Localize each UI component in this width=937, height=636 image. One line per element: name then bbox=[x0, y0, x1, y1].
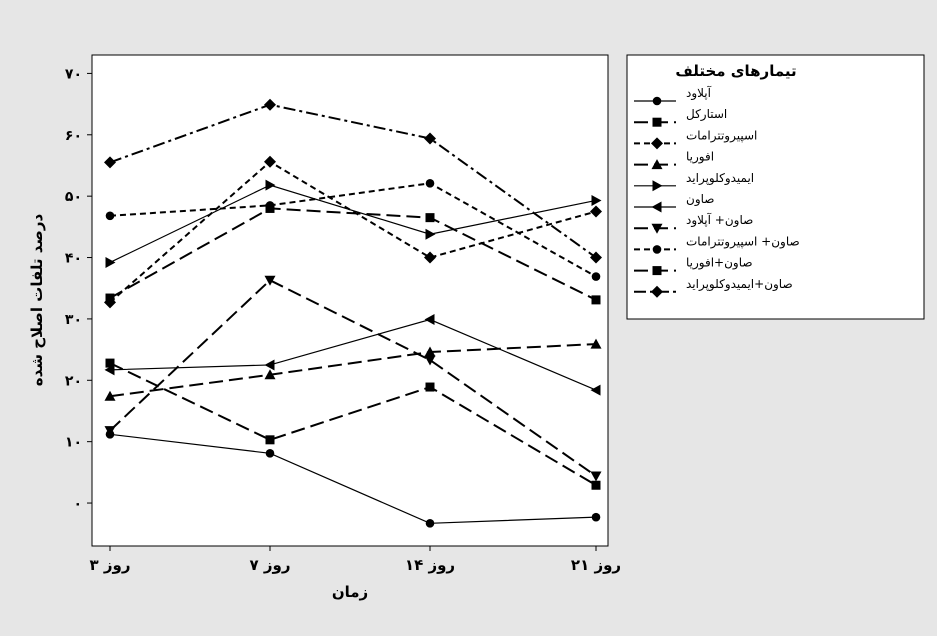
y-tick-label: ۰ bbox=[73, 496, 82, 512]
data-point bbox=[266, 204, 275, 213]
y-tick-label: ۳۰ bbox=[65, 312, 82, 328]
legend-label: ایمیدوکلوپراید bbox=[686, 171, 754, 186]
y-tick-label: ۵۰ bbox=[65, 189, 82, 205]
legend-swatch-marker bbox=[653, 266, 662, 275]
x-tick-label: ۳ روز bbox=[90, 556, 131, 574]
data-point bbox=[266, 449, 275, 458]
y-tick-label: ۴۰ bbox=[65, 251, 82, 267]
data-point bbox=[592, 513, 601, 522]
data-point bbox=[426, 179, 435, 188]
legend-label: صاون+ اسپیروتترامات bbox=[686, 234, 800, 249]
data-point bbox=[426, 383, 435, 392]
legend-label: افوریا bbox=[686, 150, 714, 165]
legend-label: صاون+ آپلاود bbox=[686, 212, 753, 228]
legend-label: صاون+افوریا bbox=[686, 256, 753, 271]
data-point bbox=[426, 213, 435, 222]
legend-swatch-marker bbox=[653, 97, 662, 106]
legend-label: اسپیروتترامات bbox=[686, 128, 757, 143]
legend-label: صاون+ایمیدوکلوپراید bbox=[686, 277, 793, 292]
y-tick-label: ۲۰ bbox=[65, 373, 82, 389]
data-point bbox=[106, 294, 115, 303]
y-axis-label: درصد تلفات اصلاح شده bbox=[28, 213, 46, 386]
data-point bbox=[592, 481, 601, 490]
legend-label: استارکل bbox=[686, 107, 727, 122]
data-point bbox=[592, 295, 601, 304]
y-tick-label: ۶۰ bbox=[65, 128, 82, 144]
x-axis-label: زمان bbox=[332, 583, 368, 601]
x-tick-label: ۱۴ روز bbox=[405, 556, 455, 574]
legend-label: صاون bbox=[686, 192, 714, 207]
data-point bbox=[266, 435, 275, 444]
x-tick-label: ۷ روز bbox=[250, 556, 291, 574]
x-tick-label: ۲۱ روز bbox=[571, 556, 621, 574]
legend-swatch-marker bbox=[653, 118, 662, 127]
data-point bbox=[106, 212, 115, 221]
data-point bbox=[426, 519, 435, 528]
legend-swatch-marker bbox=[653, 245, 662, 254]
data-point bbox=[592, 272, 601, 281]
legend-title: تیمارهای مختلف bbox=[675, 62, 796, 80]
legend-label: آپلاود bbox=[686, 85, 712, 101]
y-tick-label: ۱۰ bbox=[65, 435, 82, 451]
plot-area bbox=[92, 55, 608, 546]
y-tick-label: ۷۰ bbox=[65, 66, 82, 82]
